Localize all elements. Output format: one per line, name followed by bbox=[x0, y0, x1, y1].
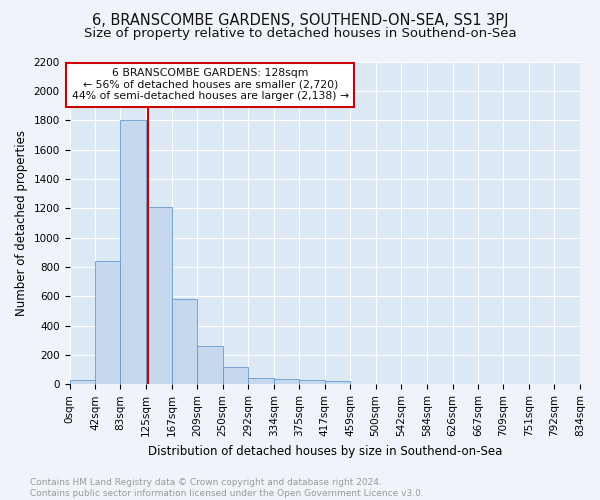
X-axis label: Distribution of detached houses by size in Southend-on-Sea: Distribution of detached houses by size … bbox=[148, 444, 502, 458]
Bar bbox=[223, 368, 248, 384]
Bar bbox=[172, 299, 197, 384]
Bar bbox=[299, 380, 325, 384]
Bar bbox=[70, 380, 95, 384]
Y-axis label: Number of detached properties: Number of detached properties bbox=[15, 130, 28, 316]
Bar bbox=[146, 207, 172, 384]
Text: Size of property relative to detached houses in Southend-on-Sea: Size of property relative to detached ho… bbox=[83, 28, 517, 40]
Bar bbox=[121, 120, 146, 384]
Bar bbox=[197, 346, 223, 385]
Bar bbox=[248, 378, 274, 384]
Text: 6, BRANSCOMBE GARDENS, SOUTHEND-ON-SEA, SS1 3PJ: 6, BRANSCOMBE GARDENS, SOUTHEND-ON-SEA, … bbox=[92, 12, 508, 28]
Text: 6 BRANSCOMBE GARDENS: 128sqm
← 56% of detached houses are smaller (2,720)
44% of: 6 BRANSCOMBE GARDENS: 128sqm ← 56% of de… bbox=[72, 68, 349, 102]
Bar bbox=[325, 382, 350, 384]
Text: Contains HM Land Registry data © Crown copyright and database right 2024.
Contai: Contains HM Land Registry data © Crown c… bbox=[30, 478, 424, 498]
Bar bbox=[274, 378, 299, 384]
Bar bbox=[95, 261, 121, 384]
